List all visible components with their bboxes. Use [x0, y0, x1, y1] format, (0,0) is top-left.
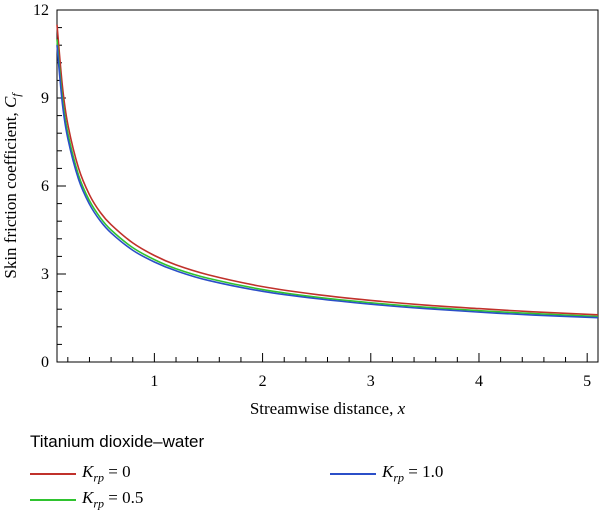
y-tick-label: 0: [41, 354, 49, 371]
y-tick-label: 12: [33, 2, 49, 19]
y-axis: 0 3 6 9 12: [33, 2, 66, 371]
x-tick-label: 4: [475, 373, 483, 390]
legend-swatch-krp-0-5: [30, 498, 76, 501]
x-tick-label: 2: [259, 373, 267, 390]
legend: Titanium dioxide–water Krp = 0 Krp = 1.0…: [30, 432, 590, 512]
series-line-1: [56, 39, 599, 318]
x-axis-label: Streamwise distance, x: [250, 399, 406, 418]
legend-title: Titanium dioxide–water: [30, 432, 205, 451]
legend-label-krp-1: Krp = 1.0: [382, 462, 444, 485]
x-tick-label: 5: [583, 373, 591, 390]
series-line-2: [56, 45, 599, 319]
y-tick-label: 3: [41, 266, 49, 283]
legend-item-krp-0: Krp = 0: [30, 462, 131, 485]
legend-label-krp-0-5: Krp = 0.5: [82, 488, 144, 511]
series-line-0: [56, 24, 599, 316]
plot-area: [56, 9, 599, 363]
x-axis: 1 2 3 4 5: [67, 353, 591, 390]
legend-label-krp-0: Krp = 0: [82, 462, 131, 485]
y-tick-label: 6: [41, 178, 49, 195]
x-tick-label: 1: [150, 373, 158, 390]
y-axis-label: Skin friction coefficient, Cf: [1, 92, 23, 279]
legend-swatch-krp-0: [30, 472, 76, 475]
legend-item-krp-0-5: Krp = 0.5: [30, 488, 143, 511]
x-tick-label: 3: [367, 373, 375, 390]
y-tick-label: 9: [41, 90, 49, 107]
legend-item-krp-1: Krp = 1.0: [330, 462, 443, 485]
series-lines: [56, 24, 599, 319]
legend-swatch-krp-1: [330, 472, 376, 475]
